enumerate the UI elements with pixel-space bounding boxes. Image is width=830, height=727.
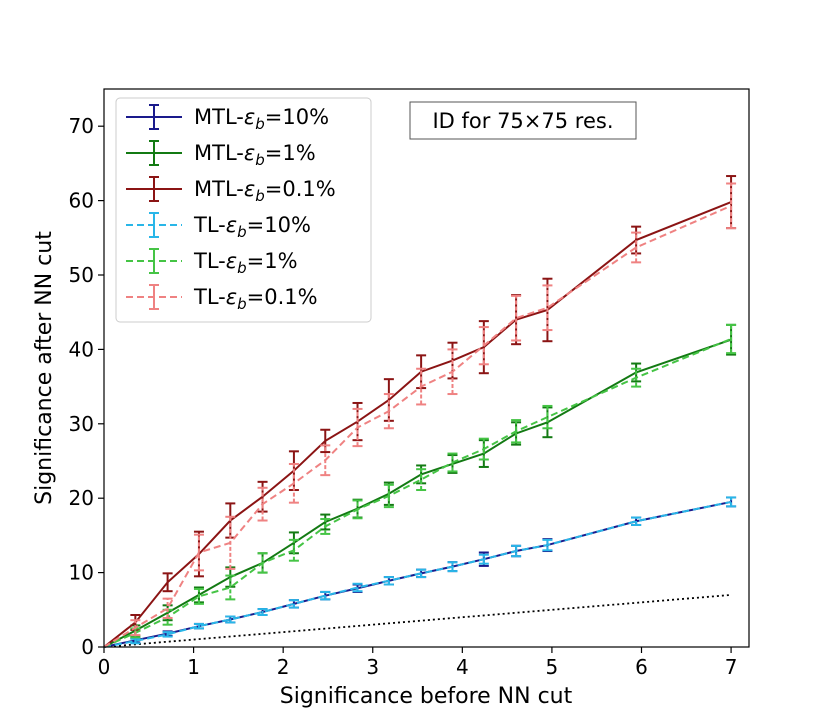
y-tick-label: 60 (69, 189, 94, 213)
x-tick-label: 4 (456, 655, 469, 679)
series-4 (103, 496, 737, 648)
error-bar (631, 231, 642, 264)
error-bar (383, 483, 394, 509)
error-bar (542, 284, 553, 332)
legend-label: MTL-εb=0.1% (194, 177, 336, 205)
error-bar (478, 437, 489, 461)
error-bar (320, 444, 331, 477)
y-tick-label: 50 (69, 263, 94, 287)
legend-entry: TL-εb=0.1% (126, 284, 318, 313)
y-tick-label: 70 (69, 114, 94, 138)
error-bar (383, 393, 394, 430)
x-tick-label: 7 (725, 655, 738, 679)
annotation-box: ID for 75×75 res. (409, 101, 637, 140)
annotation-frame (409, 101, 637, 140)
error-bar (288, 462, 299, 504)
error-bar (416, 367, 427, 406)
error-bar (193, 587, 204, 605)
x-tick-label: 6 (635, 655, 648, 679)
error-bar (478, 553, 489, 565)
legend-label: MTL-εb=1% (194, 141, 316, 169)
y-tick-label: 10 (69, 561, 94, 585)
error-bar (416, 468, 427, 492)
error-bar (447, 452, 458, 473)
series-layer (103, 175, 737, 648)
x-tick-label: 1 (187, 655, 200, 679)
error-bar (352, 407, 363, 448)
error-bar (162, 631, 173, 638)
series-6 (103, 182, 737, 648)
error-bar (542, 538, 553, 552)
error-bar (225, 574, 236, 601)
error-bar (320, 518, 331, 535)
x-tick-label: 0 (98, 655, 111, 679)
error-bar (193, 533, 204, 572)
legend-entry: MTL-εb=1% (126, 140, 316, 169)
annotation-text: ID for 75×75 res. (432, 109, 613, 133)
error-bar (416, 568, 427, 579)
error-bar (631, 516, 642, 526)
x-tick-label: 3 (366, 655, 379, 679)
legend-label: TL-εb=1% (193, 249, 298, 277)
error-bar (320, 590, 331, 601)
error-bar (631, 367, 642, 388)
error-bar (726, 496, 737, 508)
error-bar (447, 561, 458, 573)
error-bar (511, 544, 522, 558)
y-tick-label: 0 (81, 635, 94, 659)
x-axis-label: Significance before NN cut (280, 684, 573, 709)
legend-entry: TL-εb=1% (126, 248, 298, 277)
error-bar (193, 622, 204, 630)
error-bar (225, 615, 236, 624)
legend-entry: MTL-εb=10% (126, 104, 329, 133)
error-bar (478, 326, 489, 366)
series-5 (103, 323, 737, 648)
plot-area-frame (103, 88, 750, 648)
error-bar (288, 599, 299, 609)
error-bar (726, 182, 737, 230)
error-bar (162, 572, 173, 593)
error-bar (511, 419, 522, 444)
error-bar (352, 582, 363, 593)
legend-entry: TL-εb=10% (126, 212, 311, 241)
error-bar (383, 576, 394, 586)
legend-label: TL-εb=10% (193, 213, 311, 241)
error-bar (726, 323, 737, 355)
x-tick-label: 5 (546, 655, 559, 679)
y-tick-label: 40 (69, 337, 94, 361)
error-bar (542, 404, 553, 430)
error-bar (225, 515, 236, 570)
series-line (103, 500, 732, 648)
error-bar (288, 538, 299, 562)
error-bar (257, 486, 268, 522)
error-bar (162, 597, 173, 619)
legend-entry: MTL-εb=0.1% (126, 176, 336, 205)
error-bar (257, 608, 268, 617)
error-bar (130, 619, 141, 637)
error-bar (511, 294, 522, 342)
legend-label: MTL-εb=10% (194, 105, 329, 133)
legend: MTL-εb=10% MTL-εb=1% MTL-εb=0.1% TL-εb=10% T… (115, 97, 372, 323)
error-bar (447, 348, 458, 396)
legend-label: TL-εb=0.1% (193, 285, 318, 313)
y-tick-label: 20 (69, 486, 94, 510)
y-tick-label: 30 (69, 412, 94, 436)
error-bar (257, 552, 268, 574)
error-bar (130, 637, 141, 645)
error-bar (352, 499, 363, 520)
x-tick-label: 2 (277, 655, 290, 679)
y-axis-label: Significance after NN cut (32, 231, 57, 505)
